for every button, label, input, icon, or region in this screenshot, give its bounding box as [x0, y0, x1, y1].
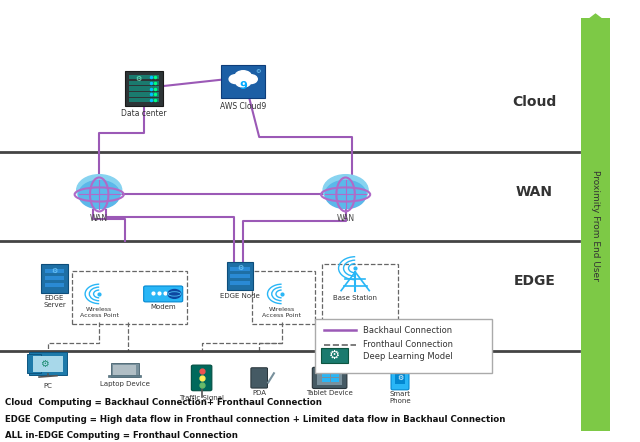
- FancyBboxPatch shape: [113, 365, 136, 375]
- Text: ⚙: ⚙: [328, 349, 340, 362]
- Text: 9: 9: [239, 81, 247, 91]
- Text: ALL in-EDGE Computing = Fronthaul Connection: ALL in-EDGE Computing = Fronthaul Connec…: [5, 431, 238, 440]
- FancyBboxPatch shape: [395, 373, 405, 384]
- Text: Modem: Modem: [150, 304, 176, 310]
- FancyBboxPatch shape: [251, 368, 268, 388]
- FancyBboxPatch shape: [45, 283, 64, 287]
- FancyBboxPatch shape: [230, 267, 250, 271]
- Text: ⚙: ⚙: [51, 267, 58, 274]
- FancyBboxPatch shape: [45, 269, 64, 273]
- FancyBboxPatch shape: [322, 378, 330, 382]
- Circle shape: [244, 75, 257, 84]
- FancyBboxPatch shape: [125, 71, 163, 106]
- Circle shape: [79, 180, 120, 209]
- FancyBboxPatch shape: [191, 365, 212, 391]
- Text: AWS Cloud9: AWS Cloud9: [220, 102, 266, 111]
- Text: Smart
Phone: Smart Phone: [389, 391, 411, 404]
- Text: EDGE
Server: EDGE Server: [43, 295, 66, 308]
- FancyBboxPatch shape: [321, 348, 348, 363]
- Circle shape: [236, 76, 251, 87]
- Text: Laptop Device: Laptop Device: [100, 381, 150, 387]
- FancyBboxPatch shape: [29, 352, 67, 375]
- FancyBboxPatch shape: [230, 281, 250, 285]
- Text: Cloud  Computing = Backhaul Connection+ Fronthaul Connection: Cloud Computing = Backhaul Connection+ F…: [5, 398, 322, 407]
- FancyBboxPatch shape: [581, 18, 610, 431]
- FancyBboxPatch shape: [312, 367, 347, 389]
- FancyBboxPatch shape: [27, 354, 41, 373]
- FancyBboxPatch shape: [129, 75, 159, 79]
- Text: EDGE Node: EDGE Node: [220, 293, 260, 299]
- FancyBboxPatch shape: [45, 276, 64, 280]
- Text: ⚙: ⚙: [237, 265, 243, 271]
- Circle shape: [235, 71, 252, 82]
- Circle shape: [168, 290, 181, 298]
- FancyBboxPatch shape: [221, 65, 265, 98]
- FancyBboxPatch shape: [129, 98, 159, 102]
- FancyBboxPatch shape: [129, 86, 159, 91]
- Text: Cloud: Cloud: [512, 95, 557, 109]
- FancyBboxPatch shape: [331, 378, 339, 382]
- FancyBboxPatch shape: [391, 366, 409, 390]
- FancyBboxPatch shape: [331, 373, 339, 377]
- FancyBboxPatch shape: [129, 92, 159, 96]
- Circle shape: [229, 75, 242, 84]
- FancyBboxPatch shape: [315, 319, 492, 373]
- Text: ⚙: ⚙: [255, 69, 260, 74]
- Text: EDGE Computing = High data flow in Fronthaul connection + Limited data flow in B: EDGE Computing = High data flow in Front…: [5, 415, 506, 423]
- Text: ⚙: ⚙: [40, 359, 49, 369]
- FancyBboxPatch shape: [129, 80, 159, 85]
- Text: Deep Learning Model: Deep Learning Model: [363, 352, 452, 361]
- Text: Backhaul Connection: Backhaul Connection: [363, 326, 452, 335]
- Polygon shape: [581, 13, 610, 24]
- Text: Wireless
Access Point: Wireless Access Point: [262, 307, 301, 318]
- FancyBboxPatch shape: [33, 356, 63, 372]
- Text: Traffic Signal: Traffic Signal: [179, 395, 224, 401]
- Circle shape: [77, 175, 122, 206]
- Text: ⚙: ⚙: [397, 375, 403, 381]
- FancyBboxPatch shape: [108, 375, 141, 377]
- Text: Proximity From End User: Proximity From End User: [591, 170, 600, 281]
- Circle shape: [325, 180, 366, 209]
- Text: EDGE: EDGE: [513, 274, 556, 288]
- Text: PDA: PDA: [252, 390, 266, 396]
- Text: Fronthaul Connection: Fronthaul Connection: [363, 340, 453, 349]
- FancyBboxPatch shape: [230, 274, 250, 278]
- Text: WAN: WAN: [516, 185, 553, 199]
- FancyBboxPatch shape: [111, 363, 139, 377]
- FancyBboxPatch shape: [227, 262, 253, 290]
- Text: ⚙: ⚙: [136, 76, 142, 81]
- FancyBboxPatch shape: [144, 286, 183, 302]
- Text: WAN: WAN: [90, 214, 108, 223]
- Text: Tablet Device: Tablet Device: [306, 390, 353, 396]
- Text: Wireless
Access Point: Wireless Access Point: [80, 307, 118, 318]
- Text: Data center: Data center: [121, 109, 167, 118]
- Text: Base Station: Base Station: [333, 295, 377, 301]
- FancyBboxPatch shape: [317, 370, 342, 385]
- Circle shape: [323, 175, 368, 206]
- FancyBboxPatch shape: [322, 373, 330, 377]
- Text: WAN: WAN: [337, 214, 355, 223]
- Text: PC: PC: [44, 383, 52, 389]
- FancyBboxPatch shape: [41, 264, 68, 293]
